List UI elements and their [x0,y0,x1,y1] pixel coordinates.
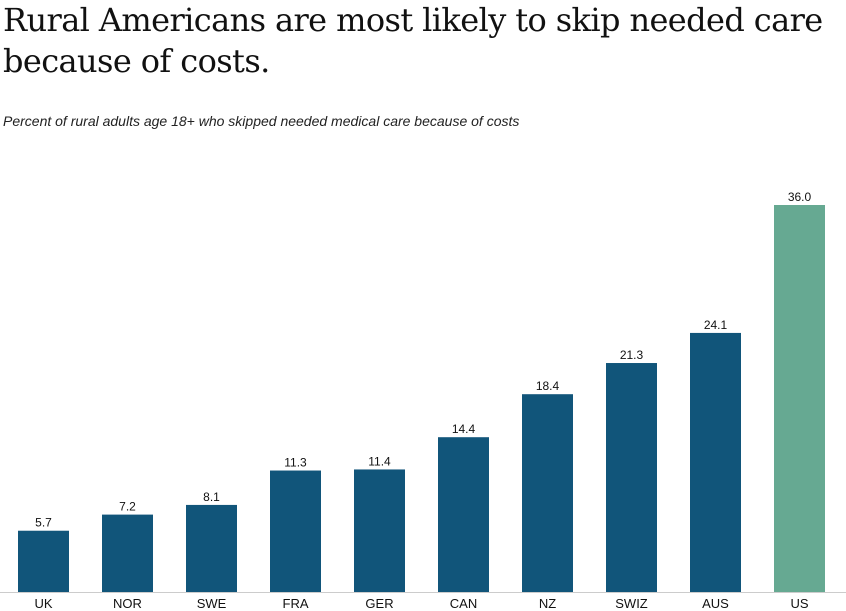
value-label-ger: 11.4 [368,454,391,468]
value-label-aus: 24.1 [704,318,728,332]
bar-aus [690,332,741,592]
x-tick-label-swiz: SWIZ [615,596,648,611]
x-tick-label-ger: GER [365,596,393,611]
x-tick-labels-group: UK NOR SWE FRA GER CAN NZ SWIZ AUS US [34,596,808,611]
bar-can [438,437,489,592]
bars-group [18,205,825,592]
x-tick-label-nz: NZ [539,596,556,611]
value-label-swe: 8.1 [203,490,220,504]
value-label-uk: 5.7 [35,516,52,530]
x-tick-label-nor: NOR [113,596,142,611]
x-tick-label-can: CAN [450,596,477,611]
chart-subtitle: Percent of rural adults age 18+ who skip… [3,113,520,129]
bar-us [774,205,825,592]
value-labels-group: 5.7 7.2 8.1 11.3 11.4 14.4 18.4 21.3 24.1 36.0 [35,190,811,530]
x-tick-label-us: US [790,596,808,611]
bar-ger [354,469,405,592]
bar-nz [522,394,573,592]
bar-uk [18,530,69,592]
bar-swe [186,504,237,592]
x-tick-label-uk: UK [34,596,52,611]
value-label-nor: 7.2 [119,500,136,514]
value-label-fra: 11.3 [284,456,307,470]
x-tick-label-fra: FRA [283,596,309,611]
value-label-swiz: 21.3 [620,348,644,362]
value-label-us: 36.0 [788,190,812,204]
x-tick-label-aus: AUS [702,596,729,611]
value-label-can: 14.4 [452,422,476,436]
chart-title: Rural Americans are most likely to skip … [3,1,823,80]
bar-nor [102,514,153,592]
x-tick-label-swe: SWE [197,596,227,611]
bar-swiz [606,363,657,592]
value-label-nz: 18.4 [536,379,560,393]
bar-fra [270,470,321,592]
